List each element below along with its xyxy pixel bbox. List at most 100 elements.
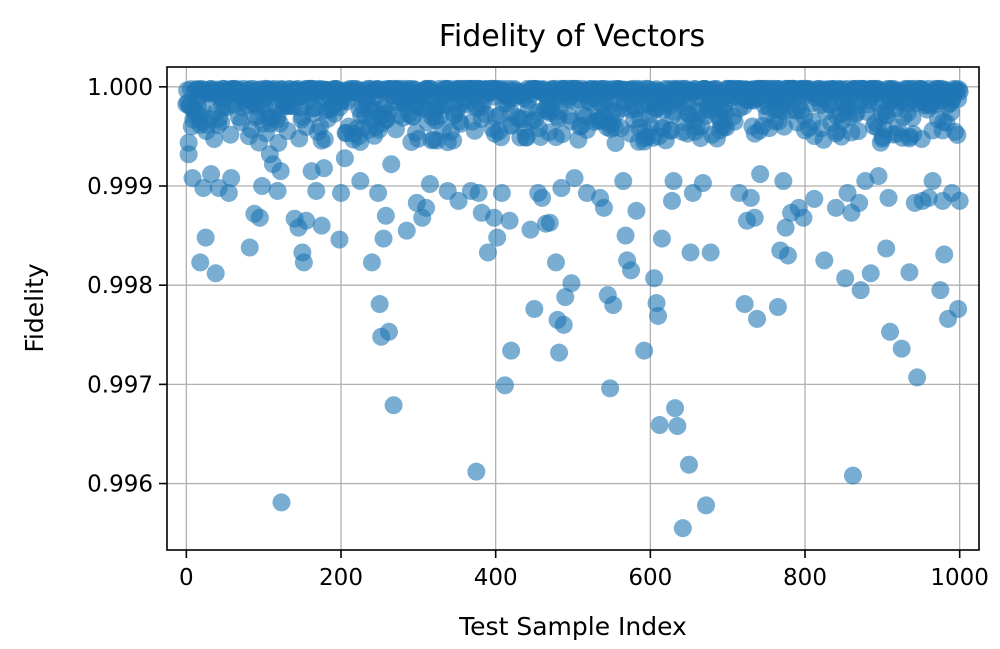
data-point — [517, 128, 536, 147]
x-axis-label: Test Sample Index — [458, 612, 687, 641]
data-point — [881, 322, 900, 341]
data-point — [748, 309, 767, 328]
data-point — [745, 208, 764, 227]
data-point — [877, 239, 896, 258]
data-point — [751, 165, 770, 184]
data-point — [950, 191, 969, 210]
data-point — [735, 295, 754, 314]
data-point — [533, 188, 552, 207]
data-point — [627, 201, 646, 220]
data-point — [397, 221, 416, 240]
data-point — [500, 211, 519, 230]
data-point — [271, 162, 290, 181]
data-point — [552, 178, 571, 197]
data-point — [420, 175, 439, 194]
data-point — [606, 134, 625, 153]
data-point — [525, 299, 544, 318]
data-point — [851, 281, 870, 300]
data-point — [202, 165, 221, 184]
y-tick-label: 0.999 — [87, 174, 153, 200]
data-point — [635, 341, 654, 360]
data-point — [601, 379, 620, 398]
data-point — [492, 183, 511, 202]
data-point — [253, 177, 272, 196]
data-point — [485, 208, 504, 227]
data-point — [374, 229, 393, 248]
x-tick-label: 0 — [179, 565, 194, 591]
data-point — [417, 198, 436, 217]
data-point — [650, 416, 669, 435]
data-point — [409, 129, 428, 148]
data-point — [379, 322, 398, 341]
data-point — [315, 130, 334, 149]
data-point — [849, 122, 868, 141]
data-point — [222, 169, 241, 188]
data-point — [307, 181, 326, 200]
data-point — [370, 295, 389, 314]
data-point — [666, 399, 685, 418]
data-point — [680, 455, 698, 474]
data-point — [314, 159, 333, 178]
data-point — [196, 228, 215, 247]
data-point — [550, 343, 569, 362]
data-point — [774, 172, 793, 191]
data-point — [869, 167, 888, 186]
data-point — [861, 264, 880, 283]
data-point — [778, 246, 797, 265]
data-point — [776, 218, 795, 237]
y-tick-label: 1.000 — [87, 75, 153, 101]
data-point — [950, 82, 969, 101]
data-point — [826, 198, 845, 217]
x-tick-label: 200 — [319, 565, 363, 591]
data-point — [843, 466, 862, 485]
data-point — [622, 261, 640, 280]
data-point — [836, 269, 855, 288]
data-point — [384, 396, 403, 415]
data-point — [250, 208, 269, 227]
data-point — [362, 253, 381, 272]
data-point — [540, 213, 559, 232]
data-point — [662, 191, 681, 210]
data-point — [206, 264, 225, 283]
data-point — [444, 131, 463, 150]
data-point — [664, 172, 683, 191]
data-point — [205, 130, 224, 149]
data-point — [645, 269, 664, 288]
x-axis-ticks: 0 200 400 600 800 1000 — [179, 550, 989, 591]
data-point — [297, 211, 316, 230]
data-point — [556, 288, 575, 307]
data-point — [815, 251, 834, 270]
data-point — [673, 519, 692, 538]
data-point — [212, 112, 231, 131]
data-point — [594, 198, 613, 217]
data-point — [693, 174, 712, 193]
data-point — [923, 172, 942, 191]
data-point — [502, 341, 521, 360]
data-point — [652, 229, 671, 248]
data-point — [565, 169, 584, 188]
data-point — [701, 243, 720, 262]
data-point — [294, 253, 313, 272]
y-tick-label: 0.997 — [87, 372, 153, 398]
x-tick-label: 400 — [474, 565, 518, 591]
data-point — [191, 253, 210, 272]
data-point — [312, 216, 331, 235]
data-point — [562, 274, 581, 293]
x-tick-label: 800 — [783, 565, 827, 591]
data-point — [240, 238, 259, 257]
y-axis-ticks: 0.996 0.997 0.998 0.999 1.000 — [87, 75, 167, 498]
data-point — [919, 188, 938, 207]
data-point — [488, 228, 507, 247]
data-point — [369, 183, 388, 202]
data-point — [681, 243, 700, 262]
data-point — [649, 306, 668, 325]
data-point — [616, 226, 635, 245]
data-point — [188, 97, 207, 116]
data-point — [332, 183, 350, 202]
data-point — [697, 496, 716, 515]
x-tick-label: 1000 — [930, 565, 989, 591]
data-point — [553, 125, 572, 144]
data-point — [741, 188, 760, 207]
data-point — [768, 298, 787, 317]
